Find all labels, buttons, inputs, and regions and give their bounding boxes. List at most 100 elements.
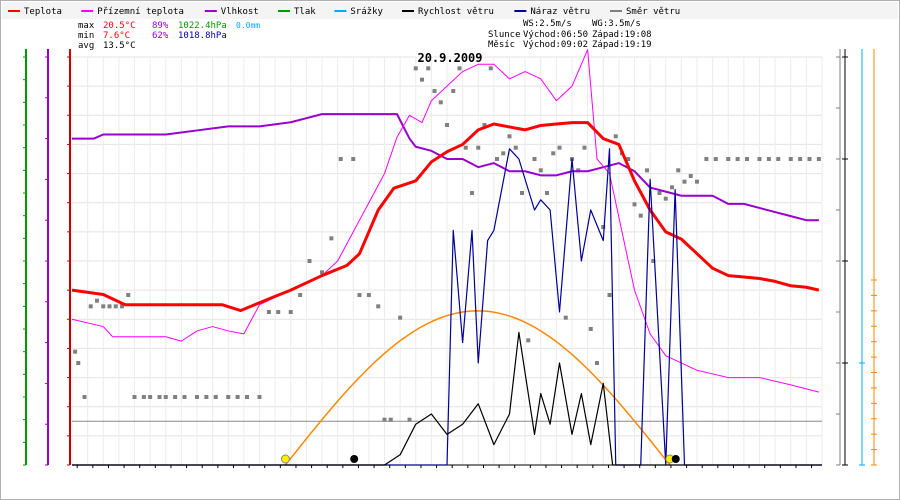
humidity-series-line (72, 113, 819, 222)
wind-direction-point (726, 157, 731, 161)
wind-direction-point (735, 157, 740, 161)
ground-temp-series-line (71, 49, 820, 393)
wind-direction-point (663, 196, 668, 201)
wind-direction-point (276, 310, 281, 314)
moon-rise: Východ:09:02 (523, 40, 588, 50)
wind-direction-point (807, 157, 812, 161)
stats-min-label: min (78, 31, 94, 41)
wind-direction-point (88, 304, 93, 309)
wind-direction-point (513, 145, 518, 150)
wind-ws: WS:2.5m/s (523, 19, 572, 29)
moon-rise-icon (350, 455, 359, 463)
sun-event-icon (280, 454, 290, 464)
stats-avg-temp: 13.5°C (103, 41, 136, 51)
chart-title: 20.9.2009 (417, 51, 482, 65)
wind-direction-point (563, 315, 568, 320)
wind-direction-point (657, 191, 662, 195)
wind-direction-point (676, 168, 681, 173)
legend: Teplota Přízemní teplota Vlhkost Tlak Srážky… (8, 7, 680, 17)
wind-direction-point (816, 157, 821, 161)
wind-direction-point (351, 157, 356, 161)
wind-direction-point (776, 157, 781, 161)
wind-direction-point (682, 179, 687, 184)
wind-direction-point (798, 157, 803, 161)
wind-direction-point (398, 315, 403, 320)
wind-direction-point (613, 134, 618, 139)
legend-label: Přízemní teplota (97, 7, 184, 17)
wind-wg: WG:3.5m/s (592, 19, 641, 29)
legend-label: Směr větru (626, 7, 680, 17)
wind-direction-point (173, 395, 178, 399)
wind-direction-point (226, 395, 231, 399)
gust-series-line (72, 148, 822, 466)
legend-label: Vlhkost (221, 7, 259, 17)
wind-direction-point (626, 157, 631, 161)
wind-direction-point (704, 157, 709, 161)
stats-max-press: 1022.4hPa (178, 21, 227, 31)
wind-direction-point (163, 395, 168, 399)
wind-direction-point (526, 338, 531, 343)
wind-direction-point (595, 361, 599, 365)
wind-direction-point (495, 157, 499, 161)
stats-avg-label: avg (78, 41, 94, 51)
sun-label: Slunce (488, 30, 521, 40)
wind-direction-point (476, 145, 481, 150)
stats-min-hum: 62% (152, 31, 169, 41)
wind-direction-point (482, 123, 487, 127)
series-layer (71, 49, 822, 466)
wind-direction-point (388, 417, 393, 422)
stats-max-rain: 0.0mm (236, 21, 260, 30)
wind-direction-point (520, 191, 524, 195)
wind-direction-point (557, 145, 562, 150)
wind-direction-point (407, 417, 412, 422)
wind-direction-point (488, 66, 493, 71)
wind-direction-point (76, 361, 81, 365)
stats-max-temp: 20.5°C (103, 21, 136, 31)
stats-min-temp: 7.6°C (103, 31, 130, 41)
legend-label: Rychlost větru (418, 7, 494, 17)
wind-direction-point (366, 293, 371, 297)
wind-direction-point (376, 304, 381, 309)
wind-direction-point (451, 89, 456, 93)
wind-direction-point (507, 134, 512, 139)
stats-max-hum: 89% (152, 21, 169, 31)
wind-direction-point (501, 151, 506, 156)
wind-direction-point (638, 213, 643, 218)
wind-direction-point (307, 259, 312, 263)
wind-direction-point (645, 168, 649, 173)
wind-direction-point (420, 77, 424, 82)
wind-direction-point (651, 259, 656, 263)
moon-set: Západ:19:19 (592, 40, 652, 50)
wind-direction-point (607, 293, 612, 297)
wind-direction-point (695, 179, 699, 184)
wind-direction-point (745, 157, 749, 161)
wind-direction-point (457, 66, 462, 71)
wind-direction-point (445, 123, 449, 127)
wind-direction-point (582, 145, 587, 150)
legend-label: Teplota (24, 7, 62, 17)
wind-direction-point (182, 395, 187, 399)
wind-direction-point (413, 66, 418, 71)
wind-direction-point (126, 293, 131, 297)
legend-bar (2, 2, 898, 19)
wind-direction-point (235, 395, 240, 399)
legend-label: Srážky (350, 7, 383, 17)
wind-direction-point (132, 395, 137, 399)
legend-label: Tlak (294, 7, 316, 17)
header-layer: 20.9.2009 max 20.5°C 89% 1022.4hPa 0.0mm… (78, 19, 652, 65)
wind-direction-point (532, 157, 537, 161)
wind-direction-point (245, 395, 249, 399)
wind-direction-point (426, 66, 431, 71)
wind-direction-point (101, 304, 106, 309)
wind-direction-point (266, 310, 271, 314)
wind-direction-point (73, 349, 78, 354)
wind-direction-point (670, 185, 674, 190)
moon-label: Měsíc (488, 40, 515, 50)
sun-rise: Východ:06:50 (523, 30, 588, 40)
wind-direction-point (538, 168, 543, 173)
wind-direction-point (382, 417, 387, 422)
